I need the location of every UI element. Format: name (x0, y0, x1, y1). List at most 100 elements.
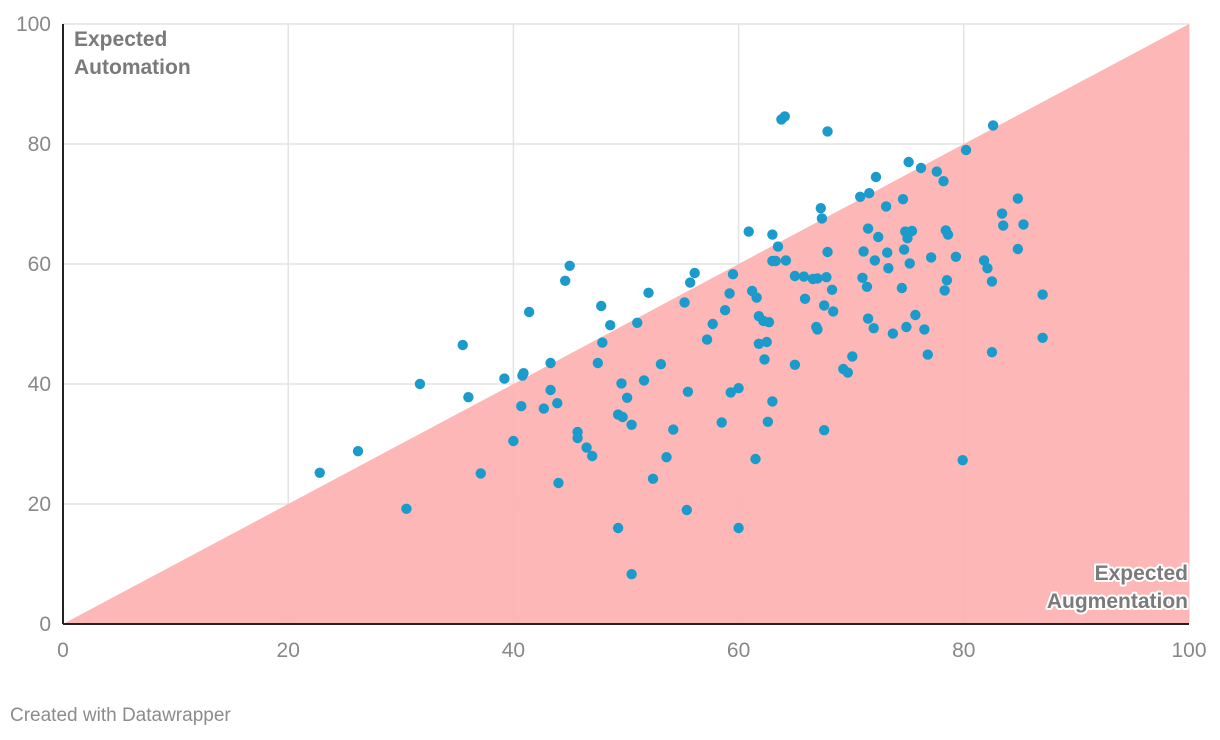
y-tick-label: 80 (28, 133, 51, 156)
data-point (780, 255, 792, 266)
data-point (759, 354, 770, 365)
data-point (815, 203, 826, 214)
data-point (957, 455, 968, 466)
data-point (516, 401, 527, 412)
y-tick-label: 20 (28, 493, 51, 516)
data-point (938, 176, 949, 187)
data-point (761, 336, 772, 348)
data-point (770, 255, 781, 267)
data-point (950, 251, 962, 262)
data-point (684, 277, 696, 288)
data-point (508, 435, 519, 447)
data-point (518, 368, 529, 379)
data-point (862, 313, 874, 324)
data-point (559, 275, 571, 286)
data-point (581, 442, 592, 453)
data-point (643, 287, 654, 298)
data-point (986, 276, 998, 287)
data-point (733, 383, 744, 394)
y-tick-label: 40 (28, 373, 51, 396)
data-point (701, 334, 713, 345)
data-point (763, 317, 775, 328)
data-point (925, 252, 937, 263)
data-point (750, 453, 761, 465)
data-point (896, 282, 908, 294)
augmentation-label-line-2: Augmentation (1047, 590, 1188, 613)
data-point (716, 417, 727, 428)
data-point (847, 351, 858, 362)
augmentation-label: Expected Augmentation (1045, 560, 1190, 615)
data-point (689, 267, 700, 279)
data-point (592, 357, 604, 369)
data-point (475, 468, 486, 479)
data-point (798, 271, 810, 282)
data-point (1018, 219, 1029, 230)
data-point (681, 504, 693, 516)
data-point (904, 258, 915, 269)
data-point (719, 305, 731, 316)
data-point (538, 403, 550, 414)
data-point (743, 226, 754, 237)
data-point (596, 300, 607, 312)
y-tick-label: 100 (16, 13, 51, 36)
data-point (617, 411, 628, 423)
data-point (545, 384, 556, 396)
data-point (998, 220, 1009, 231)
data-point (414, 378, 426, 390)
data-point (612, 522, 624, 534)
data-point (621, 392, 633, 403)
data-point (882, 247, 893, 258)
data-point (842, 367, 854, 378)
augmentation-label-line-1: Expected (1095, 562, 1188, 585)
data-point (812, 273, 823, 284)
data-point (661, 452, 672, 463)
data-point (939, 285, 950, 296)
data-point (572, 426, 583, 438)
data-point (733, 522, 744, 534)
data-point (861, 281, 873, 292)
data-point (401, 503, 412, 514)
data-point (915, 162, 927, 174)
data-point (903, 156, 914, 168)
data-point (898, 244, 910, 255)
axes (62, 24, 1189, 625)
data-point (545, 357, 556, 369)
data-point (626, 419, 637, 430)
data-point (855, 191, 866, 202)
data-point (996, 208, 1008, 219)
data-point (779, 111, 790, 122)
data-point (897, 194, 909, 205)
data-point (862, 223, 874, 234)
data-point (864, 188, 875, 199)
data-point (679, 297, 690, 308)
data-point (626, 569, 637, 580)
data-point (818, 425, 830, 436)
data-point (707, 318, 718, 330)
data-points (314, 111, 1048, 580)
data-point (818, 300, 830, 311)
data-point (931, 166, 942, 177)
data-point (827, 306, 839, 317)
data-point (906, 225, 918, 237)
data-point (767, 229, 778, 240)
data-point (668, 424, 679, 435)
tick-labels: 0 20 40 60 80 100 0 20 40 60 80 100 (16, 13, 1207, 662)
data-point (978, 255, 990, 266)
data-point (616, 378, 627, 389)
data-point (887, 328, 899, 339)
data-point (587, 450, 598, 462)
data-point (821, 272, 832, 283)
data-point (901, 321, 912, 333)
data-point (632, 317, 643, 328)
data-point (553, 477, 564, 489)
data-point (941, 275, 953, 286)
credit-footer: Created with Datawrapper (10, 705, 231, 726)
x-tick-label: 20 (277, 639, 300, 662)
automation-label-line-1: Expected (74, 28, 167, 51)
data-point (910, 309, 921, 321)
data-point (682, 386, 694, 397)
data-point (463, 392, 474, 403)
data-point (822, 246, 833, 258)
data-point (883, 263, 894, 274)
data-point (314, 467, 325, 478)
